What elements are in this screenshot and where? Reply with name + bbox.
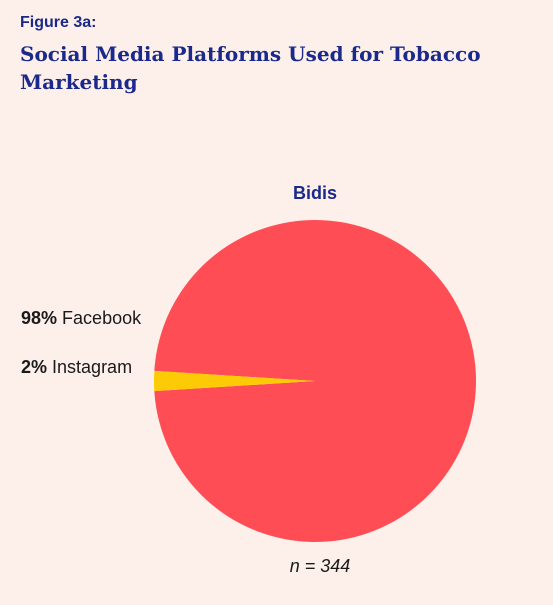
- legend-percent-facebook: 98%: [21, 308, 58, 328]
- legend-entry-instagram: 2% Instagram: [21, 357, 132, 378]
- chart-subtitle: Bidis: [292, 183, 337, 203]
- pie-slices: [154, 219, 477, 542]
- legend-label-instagram: Instagram: [52, 357, 133, 377]
- legend-entry-facebook: 98% Facebook: [21, 308, 141, 329]
- legend-percent-instagram: 2%: [21, 357, 48, 377]
- sample-size-label: n = 344: [289, 556, 351, 576]
- figure-title: Social Media Platforms Used for Tobacco …: [20, 42, 481, 94]
- legend-label-facebook: Facebook: [62, 308, 142, 328]
- figure-label: Figure 3a:: [20, 14, 97, 31]
- pie-slice-instagram: [154, 370, 315, 392]
- pie-slice-facebook: [154, 219, 477, 542]
